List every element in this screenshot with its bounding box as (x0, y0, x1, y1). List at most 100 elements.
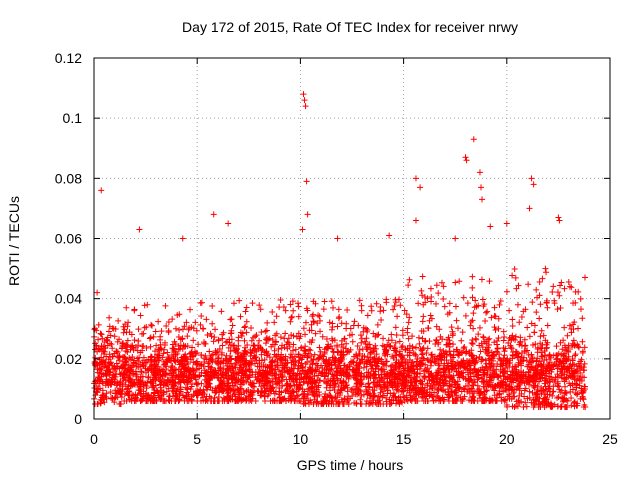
data-point-861 (290, 341, 297, 348)
data-point-2422 (370, 344, 377, 351)
data-point-3199 (403, 373, 410, 380)
data-point-3182 (458, 337, 465, 344)
data-point-3735 (529, 355, 536, 362)
data-point-4025 (543, 365, 550, 372)
data-point-3936 (521, 336, 528, 343)
data-point-842 (180, 342, 187, 349)
data-point-3083 (441, 303, 448, 310)
data-point-752 (189, 344, 196, 351)
data-point-3401 (566, 322, 573, 329)
data-point-2304 (368, 307, 375, 314)
data-point-2526 (328, 298, 335, 305)
data-point-2511 (375, 365, 382, 372)
notable-point-13 (386, 232, 393, 239)
data-point-551 (163, 388, 170, 395)
data-point-1180 (215, 336, 222, 343)
data-point-1573 (215, 375, 222, 382)
data-point-2944 (483, 387, 490, 394)
data-point-3287 (500, 328, 507, 335)
data-point-3764 (559, 346, 566, 353)
data-point-3361 (418, 359, 425, 366)
data-point-753 (161, 342, 168, 349)
data-point-1638 (209, 302, 216, 309)
data-point-2061 (350, 322, 357, 329)
data-point-3956 (572, 351, 579, 358)
data-point-3503 (554, 371, 561, 378)
data-point-2536 (309, 361, 316, 368)
data-point-754 (172, 341, 179, 348)
data-point-661 (155, 318, 162, 325)
data-point-2501 (392, 296, 399, 303)
data-point-1591 (236, 365, 243, 372)
axes: 0 5 10 15 20 25 0 0.02 0.04 0.06 0.08 0.1 0.12 (55, 50, 618, 447)
data-point-723 (161, 377, 168, 384)
data-point-708 (142, 380, 149, 387)
data-point-2787 (488, 314, 495, 321)
data-point-3977 (534, 349, 541, 356)
data-point-2224 (340, 378, 347, 385)
data-point-1495 (209, 358, 216, 365)
data-point-1676 (221, 397, 228, 404)
data-point-951 (206, 348, 213, 355)
data-point-3058 (449, 393, 456, 400)
data-point-2152 (330, 373, 337, 380)
data-point-2299 (391, 379, 398, 386)
data-point-3741 (524, 395, 531, 402)
data-point-2286 (362, 383, 369, 390)
data-point-460 (129, 342, 136, 349)
data-point-3035 (433, 282, 440, 289)
data-point-2216 (385, 337, 392, 344)
data-point-1648 (212, 326, 219, 333)
data-point-513 (150, 333, 157, 340)
data-point-211 (106, 314, 113, 321)
data-point-2754 (468, 318, 475, 325)
data-point-2251 (368, 303, 375, 310)
data-point-3924 (536, 400, 543, 407)
data-point-1576 (247, 390, 254, 397)
data-point-3356 (489, 355, 496, 362)
data-point-2473 (325, 341, 332, 348)
data-point-1135 (289, 347, 296, 354)
data-point-3395 (434, 378, 441, 385)
data-point-3792 (576, 382, 583, 389)
data-point-2084 (300, 400, 307, 407)
data-point-1481 (290, 370, 297, 377)
data-point-2508 (384, 372, 391, 379)
data-point-1584 (219, 331, 226, 338)
data-point-3459 (581, 344, 588, 351)
data-point-2982 (425, 325, 432, 332)
data-point-2367 (371, 355, 378, 362)
data-point-3249 (412, 351, 419, 358)
data-point-3353 (459, 369, 466, 376)
data-point-1356 (278, 368, 285, 375)
data-point-3931 (517, 357, 524, 364)
data-point-3688 (562, 383, 569, 390)
data-point-2274 (341, 395, 348, 402)
data-point-783 (180, 357, 187, 364)
data-point-3976 (539, 400, 546, 407)
data-point-733 (169, 345, 176, 352)
data-point-247 (100, 392, 107, 399)
data-point-3613 (568, 284, 575, 291)
data-point-548 (185, 391, 192, 398)
data-point-765 (131, 306, 138, 313)
data-point-785 (133, 371, 140, 378)
data-point-2914 (421, 338, 428, 345)
data-point-3778 (557, 282, 564, 289)
data-point-3721 (573, 391, 580, 398)
data-point-3093 (486, 335, 493, 342)
data-point-3365 (445, 389, 452, 396)
data-point-3953 (554, 289, 561, 296)
data-point-2504 (387, 363, 394, 370)
data-point-2434 (327, 377, 334, 384)
data-point-1695 (225, 389, 232, 396)
data-point-709 (124, 323, 131, 330)
y-tick-label-0: 0 (74, 411, 82, 427)
data-point-1384 (290, 332, 297, 339)
data-point-1597 (270, 397, 277, 404)
data-point-1546 (214, 348, 221, 355)
data-point-1005 (275, 345, 282, 352)
data-point-2529 (341, 385, 348, 392)
data-point-3327 (419, 346, 426, 353)
data-point-2339 (387, 400, 394, 407)
